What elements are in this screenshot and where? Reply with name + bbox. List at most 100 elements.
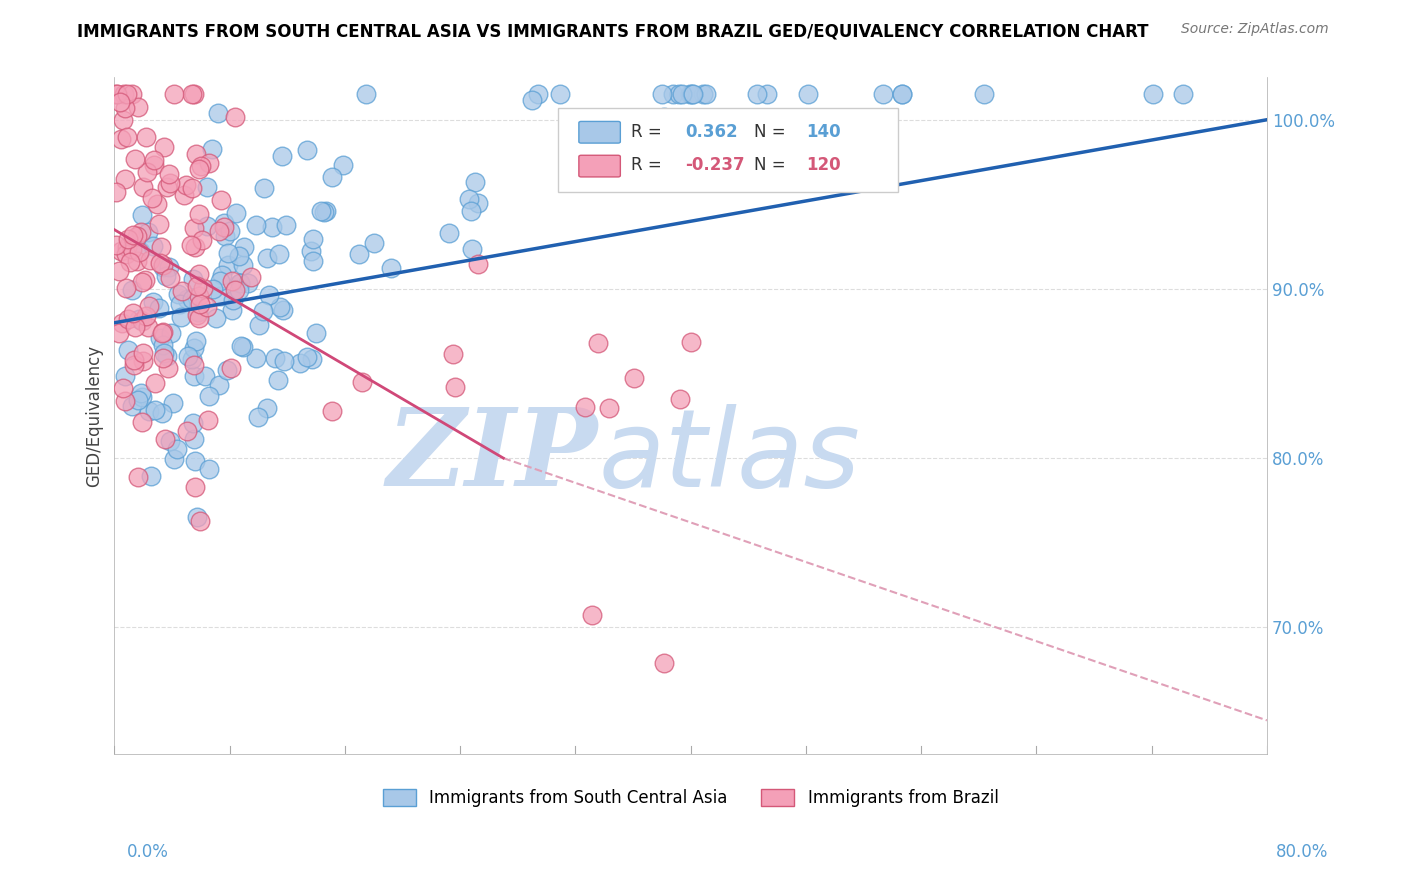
Point	[131, 314, 153, 328]
Point	[148, 217, 170, 231]
Point	[973, 87, 995, 102]
Point	[105, 185, 128, 199]
Point	[354, 87, 377, 102]
Point	[211, 268, 233, 282]
Point	[262, 219, 284, 234]
Point	[108, 264, 131, 278]
Point	[467, 196, 489, 211]
Point	[1173, 87, 1195, 102]
Point	[143, 376, 166, 391]
Point	[121, 283, 143, 297]
Point	[252, 304, 274, 318]
Point	[588, 335, 610, 350]
Point	[184, 454, 207, 468]
Point	[302, 232, 325, 246]
Point	[148, 301, 170, 316]
Point	[136, 225, 159, 239]
Point	[162, 87, 184, 102]
Point	[264, 351, 287, 366]
Point	[184, 147, 207, 161]
Point	[221, 274, 243, 288]
Point	[669, 392, 692, 407]
Point	[131, 390, 153, 404]
Point	[156, 179, 179, 194]
Point	[122, 227, 145, 242]
Point	[131, 415, 153, 429]
Point	[181, 272, 204, 286]
Point	[437, 226, 460, 240]
Point	[127, 392, 149, 407]
Point	[114, 247, 136, 261]
Point	[183, 342, 205, 356]
Point	[122, 359, 145, 373]
Point	[149, 256, 172, 270]
Point	[135, 165, 157, 179]
Point	[224, 283, 246, 297]
Text: 120: 120	[806, 156, 841, 175]
Point	[245, 351, 267, 365]
Point	[181, 352, 204, 367]
Point	[186, 279, 208, 293]
Text: Source: ZipAtlas.com: Source: ZipAtlas.com	[1181, 22, 1329, 37]
Point	[186, 509, 208, 524]
Point	[138, 403, 160, 417]
Point	[183, 433, 205, 447]
Point	[257, 287, 280, 301]
Point	[184, 479, 207, 493]
Point	[256, 251, 278, 265]
Point	[131, 275, 153, 289]
Point	[143, 153, 166, 167]
Point	[441, 347, 464, 361]
Point	[121, 399, 143, 413]
Text: 0.0%: 0.0%	[127, 843, 169, 861]
Point	[224, 110, 246, 124]
Point	[332, 158, 354, 172]
Point	[163, 452, 186, 467]
Point	[188, 289, 211, 303]
Point	[114, 102, 136, 116]
Point	[141, 191, 163, 205]
Point	[229, 339, 252, 353]
Point	[127, 470, 149, 484]
Point	[166, 442, 188, 456]
Point	[174, 178, 197, 193]
Point	[118, 255, 141, 269]
Point	[222, 293, 245, 308]
Text: N =: N =	[754, 122, 786, 141]
Point	[219, 224, 242, 238]
Point	[651, 87, 673, 102]
Point	[315, 204, 337, 219]
Point	[131, 226, 153, 240]
Point	[872, 87, 894, 102]
Point	[679, 335, 702, 350]
Point	[124, 320, 146, 334]
Point	[652, 656, 675, 670]
Point	[269, 246, 291, 260]
Point	[467, 257, 489, 271]
Text: -0.237: -0.237	[685, 156, 745, 175]
Point	[692, 87, 714, 102]
Point	[187, 310, 209, 325]
Point	[105, 87, 128, 102]
Point	[183, 221, 205, 235]
Point	[157, 260, 180, 274]
Point	[695, 87, 717, 102]
Point	[173, 188, 195, 202]
Text: atlas: atlas	[599, 404, 860, 509]
Point	[191, 281, 214, 295]
Point	[108, 326, 131, 341]
Point	[142, 239, 165, 253]
Point	[228, 284, 250, 298]
Point	[745, 87, 768, 102]
Point	[309, 203, 332, 218]
Point	[662, 87, 685, 102]
Point	[208, 378, 231, 392]
Point	[142, 294, 165, 309]
Text: R =: R =	[631, 122, 661, 141]
Point	[110, 244, 132, 259]
Point	[460, 203, 482, 218]
Point	[183, 87, 205, 102]
Point	[128, 244, 150, 259]
Point	[197, 413, 219, 427]
Point	[152, 259, 174, 273]
